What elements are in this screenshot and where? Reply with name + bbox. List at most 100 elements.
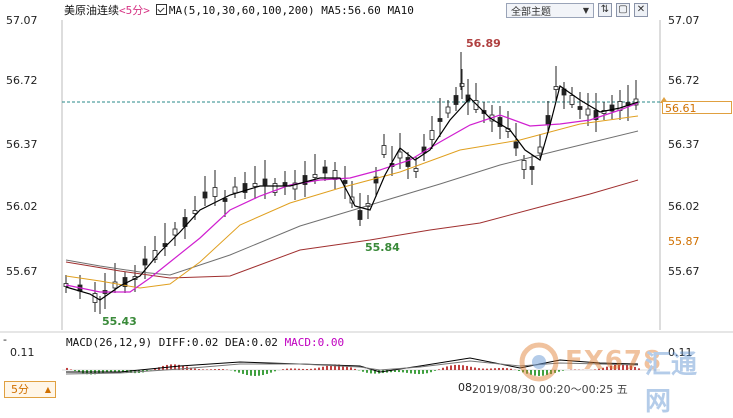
macd-bar — [478, 368, 480, 370]
candle-body — [586, 109, 590, 115]
macd-bar — [406, 370, 408, 373]
candle-body — [223, 199, 227, 202]
macd-bar — [262, 370, 264, 375]
macd-bar — [194, 368, 196, 370]
candle-body — [263, 179, 267, 185]
macd-bar — [266, 370, 268, 374]
macd-bar — [402, 370, 404, 372]
macd-bar — [434, 370, 436, 371]
macd-bar — [314, 368, 316, 370]
candle-body — [343, 181, 347, 184]
macd-bar — [410, 370, 412, 373]
candle-body — [233, 187, 237, 193]
macd-bar — [446, 366, 448, 370]
logo-core — [532, 355, 546, 369]
chevron-up-icon: ▲ — [45, 382, 51, 397]
macd-bar — [466, 366, 468, 370]
macd-dea: DEA:0.02 — [225, 336, 278, 349]
candle-body — [414, 169, 418, 172]
macd-bar — [246, 370, 248, 375]
macd-bar — [422, 370, 424, 374]
macd-bar — [458, 365, 460, 370]
macd-bar — [254, 370, 256, 376]
candle-body — [193, 211, 197, 214]
macd-bar — [486, 369, 488, 370]
macd-bar — [306, 369, 308, 370]
macd-bar — [414, 370, 416, 374]
macd-bar — [506, 368, 508, 370]
macd-bar — [326, 366, 328, 370]
candle-body — [538, 147, 542, 153]
macd-bar — [318, 368, 320, 370]
macd-bar — [498, 368, 500, 370]
candle-body — [530, 167, 534, 170]
macd-bar — [290, 368, 292, 370]
candle-body — [213, 188, 217, 197]
macd-bar — [450, 365, 452, 370]
watermark-text-cn: 汇通网 — [645, 344, 722, 418]
candle-body — [514, 142, 518, 148]
level-marker: 55.87 — [668, 235, 700, 248]
candle-body — [406, 158, 410, 167]
candle-body — [522, 161, 526, 170]
macd-diff: DIFF:0.02 — [159, 336, 219, 349]
macd-bar — [74, 370, 76, 371]
macd-bar — [250, 370, 252, 376]
macd-bar — [454, 365, 456, 370]
macd-bar — [362, 370, 364, 372]
macd-bar — [282, 369, 284, 370]
macd-bar — [218, 369, 220, 370]
macd-bar — [426, 370, 428, 373]
macd-bar — [366, 370, 368, 373]
macd-bar — [474, 368, 476, 370]
macd-title[interactable]: MACD(26,12,9) — [66, 336, 152, 349]
macd-bar — [294, 369, 296, 370]
timeframe-tab-label: 5分 — [11, 383, 29, 396]
macd-bar — [438, 369, 440, 370]
candle-body — [203, 192, 207, 198]
time-axis-tick: 08 — [458, 381, 472, 394]
candle-body — [446, 107, 450, 113]
macd-bar — [238, 370, 240, 373]
candle-body — [382, 146, 386, 155]
mid-low-annotation: 55.84 — [365, 241, 400, 254]
macd-bar — [270, 370, 272, 373]
macd-bar — [242, 370, 244, 374]
macd-axis-left: 0.11 — [10, 346, 35, 359]
candle-body — [454, 96, 458, 105]
current-price-tag: 56.61 — [662, 101, 732, 114]
macd-bar — [398, 370, 400, 372]
macd-bar — [430, 370, 432, 372]
macd-bar — [370, 370, 372, 373]
fx678-watermark: FX678 汇通网 — [517, 340, 722, 386]
macd-value: MACD:0.00 — [285, 336, 345, 349]
candle-body — [438, 119, 442, 122]
fx678-logo-icon — [519, 342, 559, 382]
macd-bar — [214, 369, 216, 370]
candle-body — [578, 107, 582, 110]
macd-bar — [202, 369, 204, 370]
timeframe-tab[interactable]: 5分 ▲ — [4, 381, 56, 398]
candle-body — [323, 167, 327, 173]
macd-bar — [222, 369, 224, 370]
low-annotation: 55.43 — [102, 315, 137, 328]
candle-body — [430, 131, 434, 140]
macd-bar — [206, 369, 208, 370]
macd-bar — [298, 369, 300, 370]
macd-bar — [198, 369, 200, 370]
macd-bar — [70, 369, 72, 370]
macd-bar — [510, 369, 512, 370]
candle-body — [570, 96, 574, 105]
time-readout: 2019/08/30 00:20～00:25 五 — [472, 381, 628, 397]
candle-body — [283, 183, 287, 186]
macd-bar — [210, 369, 212, 370]
candle-body — [313, 175, 317, 178]
macd-bar — [310, 369, 312, 370]
macd-bar — [274, 370, 276, 371]
macd-bar — [490, 368, 492, 370]
macd-bar — [234, 370, 236, 371]
collapse-pane-icon[interactable]: - — [3, 333, 7, 346]
macd-bar — [350, 367, 352, 370]
candle-body — [398, 152, 402, 158]
macd-bar — [462, 365, 464, 370]
